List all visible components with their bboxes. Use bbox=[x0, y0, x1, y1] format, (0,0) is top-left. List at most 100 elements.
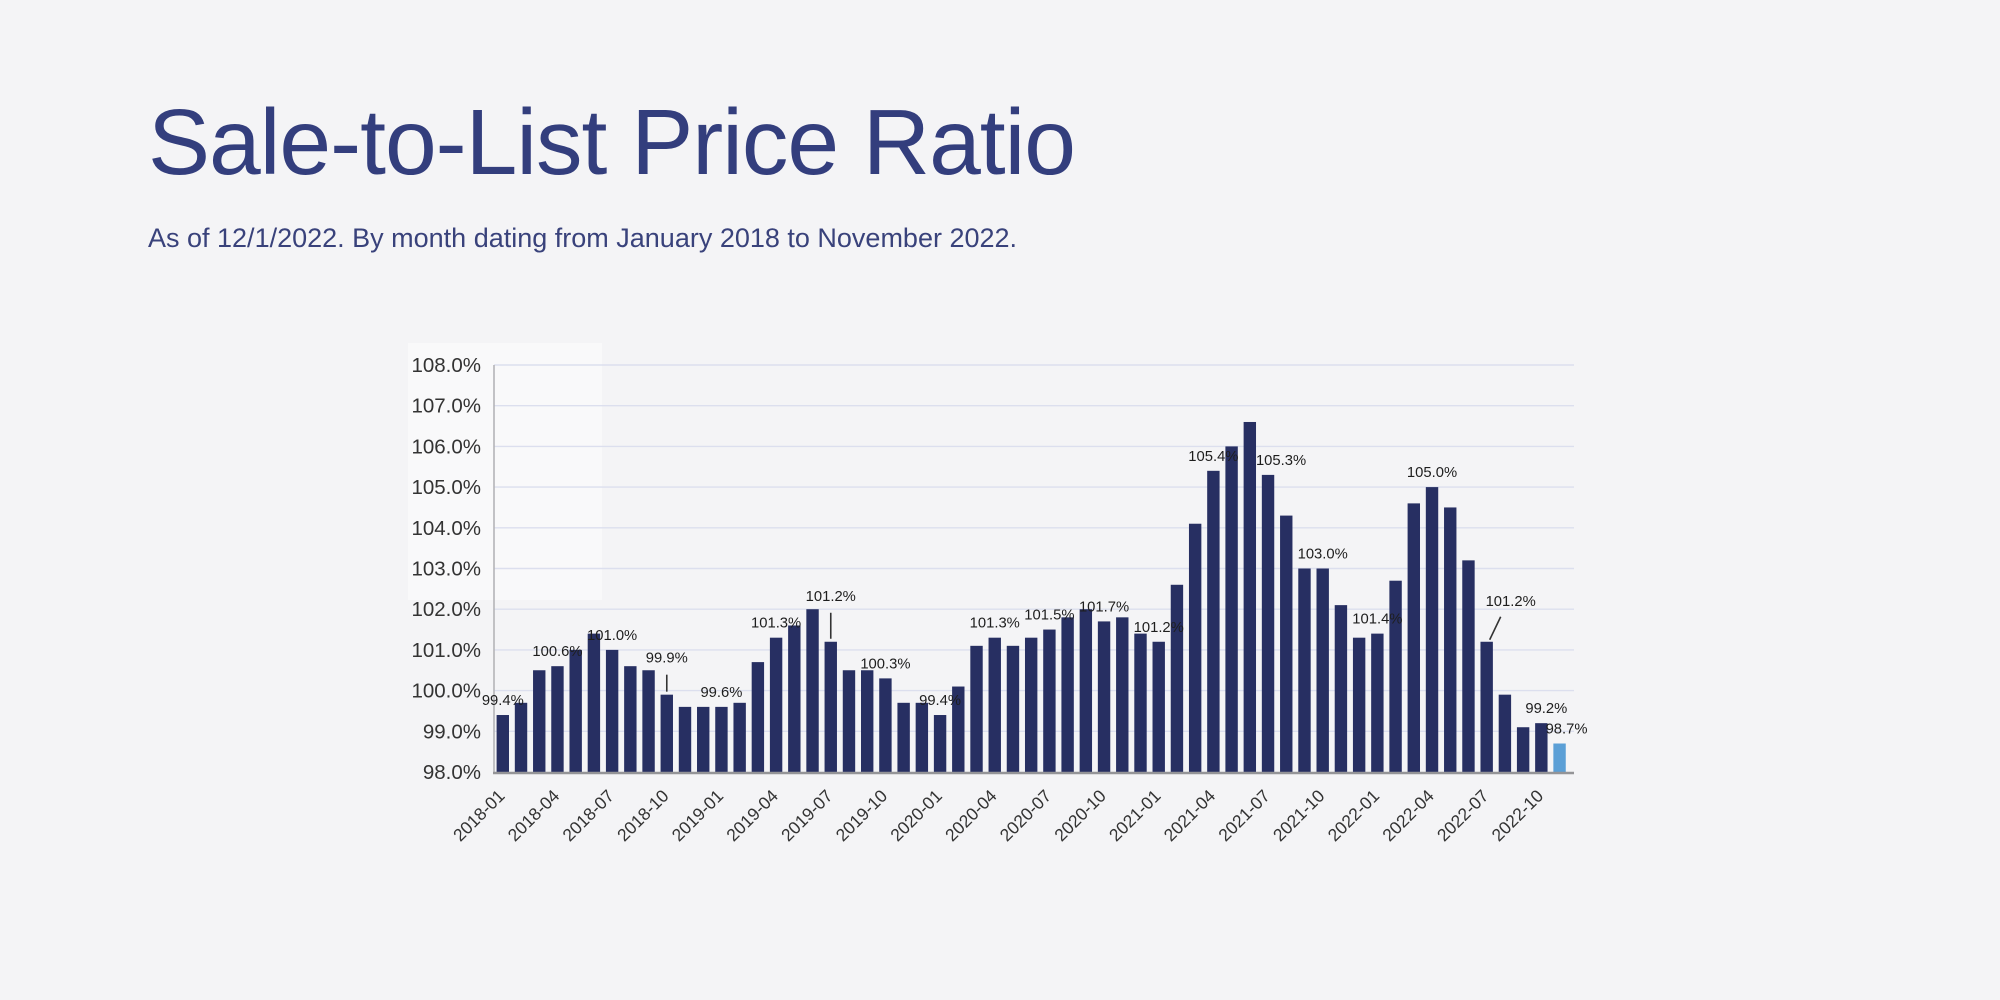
bar-2021-10[interactable] bbox=[1316, 568, 1329, 773]
x-axis-tick-label: 2021-07 bbox=[1214, 786, 1274, 846]
bar-2020-08[interactable] bbox=[1061, 617, 1074, 772]
bar-2019-05[interactable] bbox=[788, 625, 801, 772]
data-label-2018-01: 99.4% bbox=[482, 693, 524, 709]
bar-2018-09[interactable] bbox=[642, 670, 655, 772]
y-axis-tick-label: 105.0% bbox=[411, 476, 481, 499]
bar-2022-05[interactable] bbox=[1444, 507, 1457, 772]
bar-2021-04[interactable] bbox=[1207, 470, 1220, 772]
x-axis-tick-label: 2020-01 bbox=[886, 786, 946, 846]
x-axis-tick-label: 2022-07 bbox=[1433, 786, 1493, 846]
x-axis-tick-label: 2020-04 bbox=[941, 786, 1001, 846]
bar-2022-10[interactable] bbox=[1535, 723, 1548, 772]
data-label-2022-01: 101.4% bbox=[1352, 612, 1402, 628]
chart-header: Sale-to-List Price Ratio As of 12/1/2022… bbox=[148, 96, 1076, 254]
bar-2021-11[interactable] bbox=[1334, 605, 1348, 772]
bar-2020-02[interactable] bbox=[952, 686, 965, 772]
bar-2019-09[interactable] bbox=[861, 670, 874, 772]
bar-2018-04[interactable] bbox=[551, 666, 564, 772]
bar-2022-02[interactable] bbox=[1389, 580, 1402, 772]
bar-2021-02[interactable] bbox=[1170, 584, 1184, 772]
bar-2022-04[interactable] bbox=[1425, 487, 1439, 772]
data-label-2018-10: 99.9% bbox=[646, 651, 688, 667]
bar-2018-08[interactable] bbox=[624, 666, 637, 772]
data-label-2022-07: 101.2% bbox=[1486, 594, 1536, 610]
bar-2018-11[interactable] bbox=[678, 706, 692, 772]
data-label-2021-04: 105.4% bbox=[1188, 449, 1238, 465]
x-axis-tick-label: 2020-10 bbox=[1050, 786, 1110, 846]
bar-2020-12[interactable] bbox=[1134, 633, 1147, 772]
bar-2019-01[interactable] bbox=[715, 706, 728, 772]
data-label-2019-04: 101.3% bbox=[751, 616, 801, 632]
bar-2022-03[interactable] bbox=[1407, 503, 1420, 772]
x-axis-tick-label: 2021-01 bbox=[1105, 786, 1165, 846]
bar-2019-12[interactable] bbox=[915, 702, 929, 772]
bar-2021-03[interactable] bbox=[1188, 523, 1202, 772]
bar-2021-06[interactable] bbox=[1243, 421, 1257, 772]
bar-2019-08[interactable] bbox=[842, 670, 856, 772]
background-panel bbox=[408, 343, 602, 600]
bar-2022-06[interactable] bbox=[1462, 560, 1475, 772]
bar-2022-01[interactable] bbox=[1371, 633, 1384, 772]
x-axis-tick-label: 2019-07 bbox=[777, 786, 837, 846]
bar-2021-05[interactable] bbox=[1225, 446, 1238, 772]
x-axis-tick-label: 2019-01 bbox=[668, 786, 728, 846]
bar-2019-07[interactable] bbox=[824, 641, 837, 772]
y-axis-tick-label: 99.0% bbox=[423, 720, 481, 743]
bar-2022-07[interactable] bbox=[1480, 641, 1493, 772]
data-label-2022-04: 105.0% bbox=[1407, 465, 1457, 481]
bar-2018-12[interactable] bbox=[697, 706, 710, 772]
x-axis-tick-label: 2022-04 bbox=[1378, 786, 1438, 846]
bar-2020-07[interactable] bbox=[1043, 629, 1056, 772]
x-axis-tick-label: 2020-07 bbox=[996, 786, 1056, 846]
bar-2018-01[interactable] bbox=[496, 715, 509, 772]
bar-2018-05[interactable] bbox=[569, 649, 582, 772]
y-axis-tick-label: 98.0% bbox=[423, 761, 481, 784]
bar-2019-04[interactable] bbox=[769, 637, 783, 772]
bar-2019-03[interactable] bbox=[751, 662, 765, 772]
bar-2020-01[interactable] bbox=[933, 715, 947, 772]
x-axis-tick-label: 2018-07 bbox=[558, 786, 618, 846]
data-label-2019-01: 99.6% bbox=[700, 685, 742, 701]
bar-2021-01[interactable] bbox=[1152, 641, 1165, 772]
data-label-2019-10: 100.3% bbox=[860, 656, 910, 672]
y-axis-tick-label: 104.0% bbox=[411, 517, 481, 540]
bar-2019-10[interactable] bbox=[879, 678, 892, 772]
bar-2021-08[interactable] bbox=[1280, 515, 1293, 772]
bar-2019-11[interactable] bbox=[897, 702, 910, 772]
data-label-2020-04: 101.3% bbox=[970, 616, 1020, 632]
bar-2022-08[interactable] bbox=[1498, 694, 1512, 772]
x-axis-tick-label: 2019-10 bbox=[832, 786, 892, 846]
bar-2020-10[interactable] bbox=[1097, 621, 1111, 772]
data-label-2018-04: 100.6% bbox=[532, 644, 582, 660]
bar-2018-03[interactable] bbox=[533, 670, 546, 772]
y-axis-tick-label: 100.0% bbox=[411, 680, 481, 703]
bar-2019-02[interactable] bbox=[733, 702, 746, 772]
y-axis-tick-label: 102.0% bbox=[411, 598, 481, 621]
bar-2020-06[interactable] bbox=[1024, 637, 1038, 772]
bar-2021-09[interactable] bbox=[1298, 568, 1311, 773]
x-axis-tick-label: 2021-10 bbox=[1269, 786, 1329, 846]
bar-2020-09[interactable] bbox=[1079, 609, 1093, 772]
bar-2020-04[interactable] bbox=[988, 637, 1001, 772]
bar-2021-12[interactable] bbox=[1352, 637, 1366, 772]
bar-2019-06[interactable] bbox=[806, 609, 819, 772]
x-axis-tick-label: 2019-04 bbox=[722, 786, 782, 846]
bar-2018-06[interactable] bbox=[587, 633, 601, 772]
chart-subtitle: As of 12/1/2022. By month dating from Ja… bbox=[148, 223, 1018, 253]
bar-2022-11[interactable] bbox=[1553, 743, 1566, 772]
bar-2021-07[interactable] bbox=[1261, 474, 1275, 772]
bar-2020-05[interactable] bbox=[1006, 645, 1020, 772]
x-axis-tick-label: 2022-01 bbox=[1324, 786, 1384, 846]
bar-2020-03[interactable] bbox=[970, 645, 983, 772]
data-label-2022-11: 98.7% bbox=[1546, 722, 1588, 738]
y-axis-tick-label: 107.0% bbox=[411, 395, 481, 418]
x-axis-tick-label: 2022-10 bbox=[1488, 786, 1548, 846]
bar-2018-02[interactable] bbox=[514, 702, 528, 772]
data-label-2020-01: 99.4% bbox=[919, 693, 961, 709]
x-axis-tick-label: 2018-04 bbox=[504, 786, 564, 846]
bar-2018-07[interactable] bbox=[605, 649, 619, 772]
bar-2018-10[interactable] bbox=[660, 694, 673, 772]
bar-2022-09[interactable] bbox=[1516, 727, 1530, 772]
bar-2020-11[interactable] bbox=[1116, 617, 1129, 772]
